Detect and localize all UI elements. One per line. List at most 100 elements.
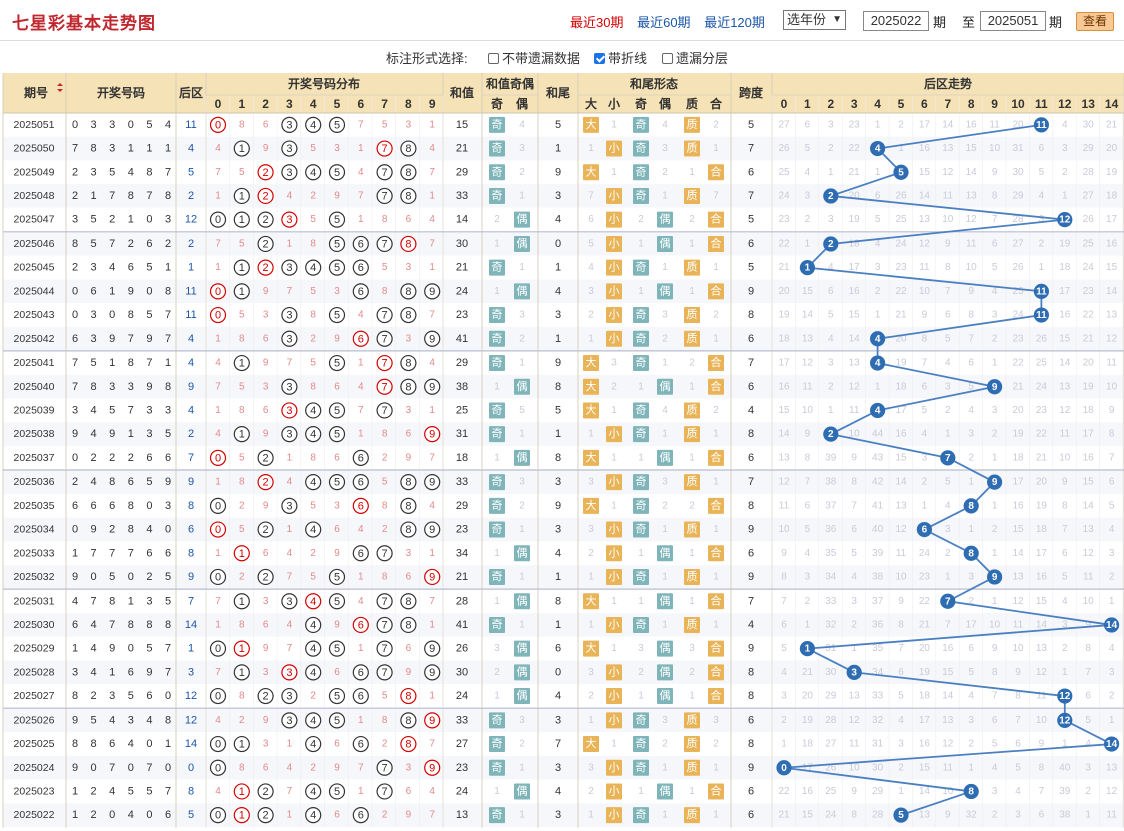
hit-ball: [281, 140, 298, 157]
span-value: 5: [748, 262, 754, 274]
trend-omit-value: 22: [1012, 358, 1024, 369]
omit-value: 8: [382, 214, 388, 225]
sort-up-icon[interactable]: [57, 83, 63, 86]
omit-value: 1: [662, 762, 668, 773]
shape-tag: [633, 307, 649, 324]
draw-number: 9: [146, 666, 152, 678]
hit-ball-text: 7: [382, 143, 388, 155]
omit-value: 7: [215, 667, 221, 678]
period-30-link[interactable]: 最近30期: [570, 15, 624, 30]
draw-number: 8: [72, 738, 78, 750]
sum-odd-tag: [489, 116, 505, 133]
checkbox-icon[interactable]: [662, 53, 673, 64]
trend-omit-value: 14: [1036, 619, 1048, 630]
trend-omit-value: 3: [828, 214, 834, 225]
trend-digit-header: 12: [1058, 97, 1072, 111]
hit-ball-text: 3: [286, 143, 292, 155]
omit-value: 8: [310, 238, 316, 249]
hit-ball-text: 9: [429, 477, 435, 489]
omit-value: 5: [239, 238, 245, 249]
draw-number: 1: [128, 214, 134, 226]
omit-value: 1: [713, 262, 719, 273]
trend-omit-value: 14: [942, 691, 954, 702]
shape-tag: [606, 211, 622, 228]
omit-value: 1: [215, 333, 221, 344]
trend-omit-value: 5: [968, 381, 974, 392]
hit-ball-text: 7: [382, 667, 388, 679]
draw-number: 0: [165, 690, 171, 702]
shape-tag-text: 偶: [660, 546, 671, 559]
sum-odd-tag: [489, 140, 505, 157]
trend-omit-value: 21: [778, 262, 790, 273]
hit-ball-text: 4: [310, 619, 316, 631]
trend-omit-value: 35: [825, 548, 837, 559]
checkbox-icon[interactable]: [488, 53, 499, 64]
from-issue-input[interactable]: 2025022: [863, 11, 929, 31]
table-row: [3, 494, 1124, 518]
span-value: 9: [748, 571, 754, 583]
trend-omit-value: 13: [919, 214, 931, 225]
trend-omit-value: 10: [1012, 643, 1024, 654]
draw-number: 6: [109, 738, 115, 750]
shape-tag-text: 大: [586, 164, 597, 178]
draw-number: 3: [165, 214, 171, 226]
shape-tag-text: 质: [687, 618, 698, 631]
omit-value: 9: [334, 190, 340, 201]
trend-omit-value: 12: [1036, 667, 1048, 678]
trend-omit-value: 1: [968, 524, 974, 535]
back-number: 11: [185, 285, 196, 297]
hit-ball-text: 4: [310, 715, 316, 727]
query-button[interactable]: 查看: [1076, 12, 1114, 31]
draw-number: 5: [165, 571, 171, 583]
omit-value: 5: [239, 381, 245, 392]
trend-omit-value: 5: [805, 524, 811, 535]
shape-tag: [684, 187, 700, 204]
to-issue-input[interactable]: 2025051: [980, 11, 1046, 31]
option-omit-layer[interactable]: 遗漏分层: [662, 48, 728, 67]
trend-omit-value: 6: [1085, 691, 1091, 702]
trend-omit-value: 16: [802, 786, 814, 797]
shape-tag-text: 小: [609, 689, 620, 702]
trend-omit-value: 11: [849, 739, 860, 750]
trend-omit-value: 13: [1036, 643, 1048, 654]
omit-value: 8: [239, 691, 245, 702]
hit-ball-text: 5: [334, 715, 340, 727]
table-row: [3, 184, 1124, 208]
sum-odd-tag: [489, 259, 505, 276]
draw-number: 2: [91, 785, 97, 797]
period-120-link[interactable]: 最近120期: [704, 15, 765, 30]
draw-number: 3: [146, 428, 152, 440]
draw-number: 0: [91, 571, 97, 583]
option-with-line[interactable]: 带折线: [594, 48, 647, 67]
hit-ball-text: 6: [358, 691, 364, 703]
draw-number: 2: [91, 809, 97, 821]
omit-value: 1: [429, 619, 435, 630]
hit-ball-text: 6: [358, 500, 364, 512]
option-no-omit[interactable]: 不带遗漏数据: [488, 48, 580, 67]
checkbox-checked-icon[interactable]: [594, 53, 605, 64]
table-row: [3, 326, 1124, 351]
trend-omit-value: 9: [1109, 405, 1115, 416]
trend-omit-value: 8: [851, 477, 857, 488]
year-select[interactable]: 选年份 ▼: [783, 10, 846, 30]
issue-number: 2025033: [14, 547, 55, 559]
period-60-link[interactable]: 最近60期: [637, 15, 691, 30]
trend-omit-value: 18: [778, 333, 790, 344]
trend-omit-value: 39: [1059, 786, 1071, 797]
omit-value: 2: [689, 500, 695, 511]
hit-ball-text: 3: [286, 667, 292, 679]
shape-label-header: 奇: [635, 96, 647, 111]
trend-omit-value: 18: [1036, 524, 1048, 535]
hit-ball-text: 7: [382, 619, 388, 631]
omit-value: 1: [662, 619, 668, 630]
sum-odd-tag-text: 奇: [492, 427, 503, 440]
omit-value: 3: [611, 358, 617, 369]
hit-ball: [257, 235, 274, 253]
omit-value: 1: [713, 571, 719, 582]
back-number: 4: [188, 143, 194, 155]
trend-omit-value: 1: [992, 500, 998, 511]
issue-number: 2025037: [14, 452, 55, 464]
hit-ball: [376, 140, 393, 157]
sort-down-icon[interactable]: [57, 89, 63, 92]
omit-value: 1: [662, 524, 668, 535]
